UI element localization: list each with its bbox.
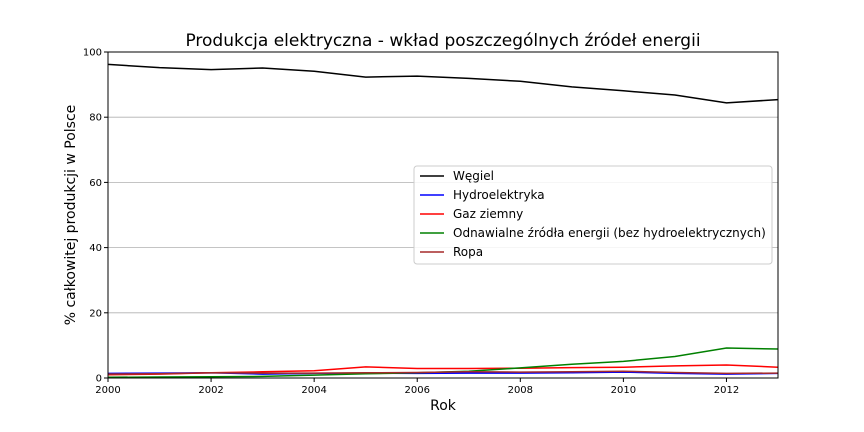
series-line-4 [107, 370, 779, 375]
x-axis-label: Rok [430, 398, 457, 414]
y-tick-label: 80 [89, 113, 102, 124]
plot-frame [107, 51, 779, 379]
y-tick-label: 0 [96, 374, 102, 385]
series-lines [107, 63, 779, 379]
legend-label: Gaz ziemny [453, 207, 523, 221]
y-tick-label: 20 [89, 308, 102, 319]
legend-label: Ropa [453, 245, 483, 259]
y-axis-label: % całkowitej produkcji w Polsce [63, 105, 79, 326]
legend-label: Odnawialne źródła energii (bez hydroelek… [453, 226, 766, 240]
legend-box [413, 165, 773, 265]
y-tick-label: 100 [83, 48, 102, 59]
y-tick-label: 60 [89, 178, 102, 189]
legend: Węgiel Hydroelektryka Gaz ziemny Odnawialne… [413, 165, 773, 265]
x-tick-label: 2004 [301, 385, 326, 396]
x-tick-label: 2008 [508, 385, 533, 396]
x-tick-label: 2000 [95, 385, 120, 396]
axis-ticks: 0 20 40 60 80 100 2000 2002 2004 2006 2008 2010 2012 [83, 48, 739, 397]
x-tick-label: 2012 [714, 385, 739, 396]
legend-label: Węgiel [453, 169, 494, 183]
x-tick-label: 2002 [198, 385, 223, 396]
x-tick-label: 2006 [405, 385, 430, 396]
legend-label: Hydroelektryka [453, 188, 545, 202]
series-line-0 [107, 63, 779, 104]
y-tick-label: 40 [89, 243, 102, 254]
x-tick-label: 2010 [611, 385, 636, 396]
chart-title: Produkcja elektryczna - wkład poszczegól… [185, 31, 700, 51]
